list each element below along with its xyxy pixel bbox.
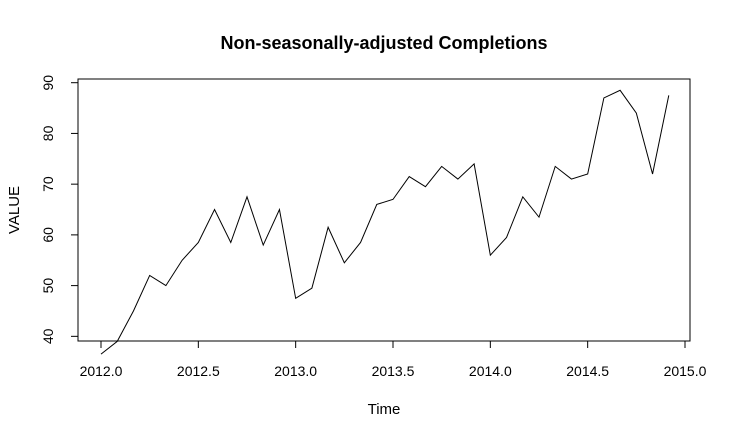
y-axis: 40 50 60 70 80 90 xyxy=(40,75,79,344)
data-points xyxy=(101,90,669,354)
x-tick-label: 2014.5 xyxy=(566,363,609,379)
x-tick-label: 2013.0 xyxy=(274,363,317,379)
x-tick-label: 2013.5 xyxy=(372,363,415,379)
y-tick-label: 90 xyxy=(40,75,56,91)
x-tick-label: 2012.5 xyxy=(177,363,220,379)
chart-title: Non-seasonally-adjusted Completions xyxy=(220,33,547,53)
y-tick-label: 40 xyxy=(40,328,56,344)
x-axis: 2012.0 2012.5 2013.0 2013.5 2014.0 2014.5 2015… xyxy=(80,340,707,379)
y-tick-label: 50 xyxy=(40,278,56,294)
plot-frame xyxy=(77,78,691,342)
y-tick-label: 60 xyxy=(40,227,56,243)
x-tick-label: 2012.0 xyxy=(80,363,123,379)
x-tick-label: 2014.0 xyxy=(469,363,512,379)
x-tick-label: 2015.0 xyxy=(664,363,707,379)
y-tick-label: 80 xyxy=(40,125,56,141)
series-line xyxy=(100,89,670,355)
y-tick-label: 70 xyxy=(40,176,56,192)
y-axis-label: VALUE xyxy=(6,186,23,234)
x-axis-label: Time xyxy=(368,401,401,418)
